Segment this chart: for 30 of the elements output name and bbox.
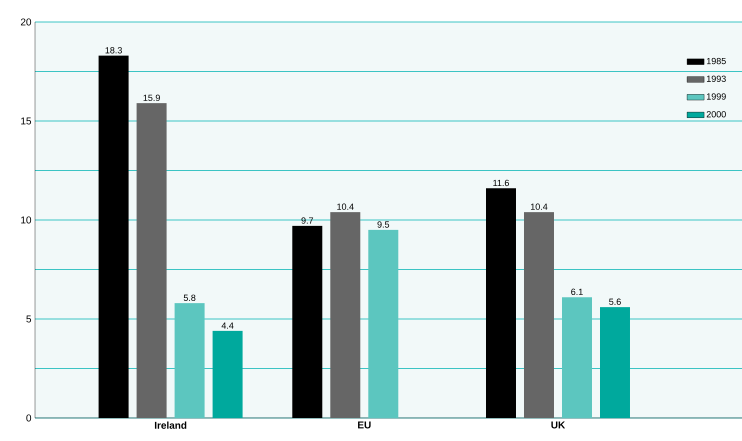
data-label: 10.4 <box>530 204 548 210</box>
data-label: 11.6 <box>493 180 509 186</box>
data-label: 4.4 <box>222 322 234 329</box>
x-tick-label: Ireland <box>154 422 186 429</box>
bar <box>136 103 167 418</box>
y-tick-label: 20 <box>20 18 32 26</box>
data-label: 5.8 <box>184 294 196 301</box>
data-label: 10.4 <box>337 204 354 210</box>
bar <box>212 330 243 418</box>
y-tick-label: 0 <box>26 414 32 422</box>
legend-label: 1993 <box>706 76 726 82</box>
legend-label: 1985 <box>706 58 726 64</box>
y-tick-label: 15 <box>21 118 32 124</box>
data-label: 18.3 <box>106 47 122 54</box>
y-tick-label: 5 <box>26 316 32 322</box>
bar <box>174 303 205 418</box>
bar <box>524 212 554 418</box>
data-label: 5.6 <box>609 298 621 305</box>
bar <box>562 297 592 418</box>
y-tick-label: 10 <box>21 216 32 224</box>
x-tick-label: EU <box>358 422 371 428</box>
data-label: 15.9 <box>144 94 160 101</box>
bar <box>368 230 398 418</box>
data-label: 9.5 <box>377 221 390 228</box>
legend-label: 1999 <box>706 93 726 100</box>
data-label: 6.1 <box>571 288 583 296</box>
legend-label: 2000 <box>706 111 726 118</box>
bar <box>600 307 630 418</box>
bar <box>330 212 360 418</box>
x-tick-label: UK <box>551 422 566 428</box>
